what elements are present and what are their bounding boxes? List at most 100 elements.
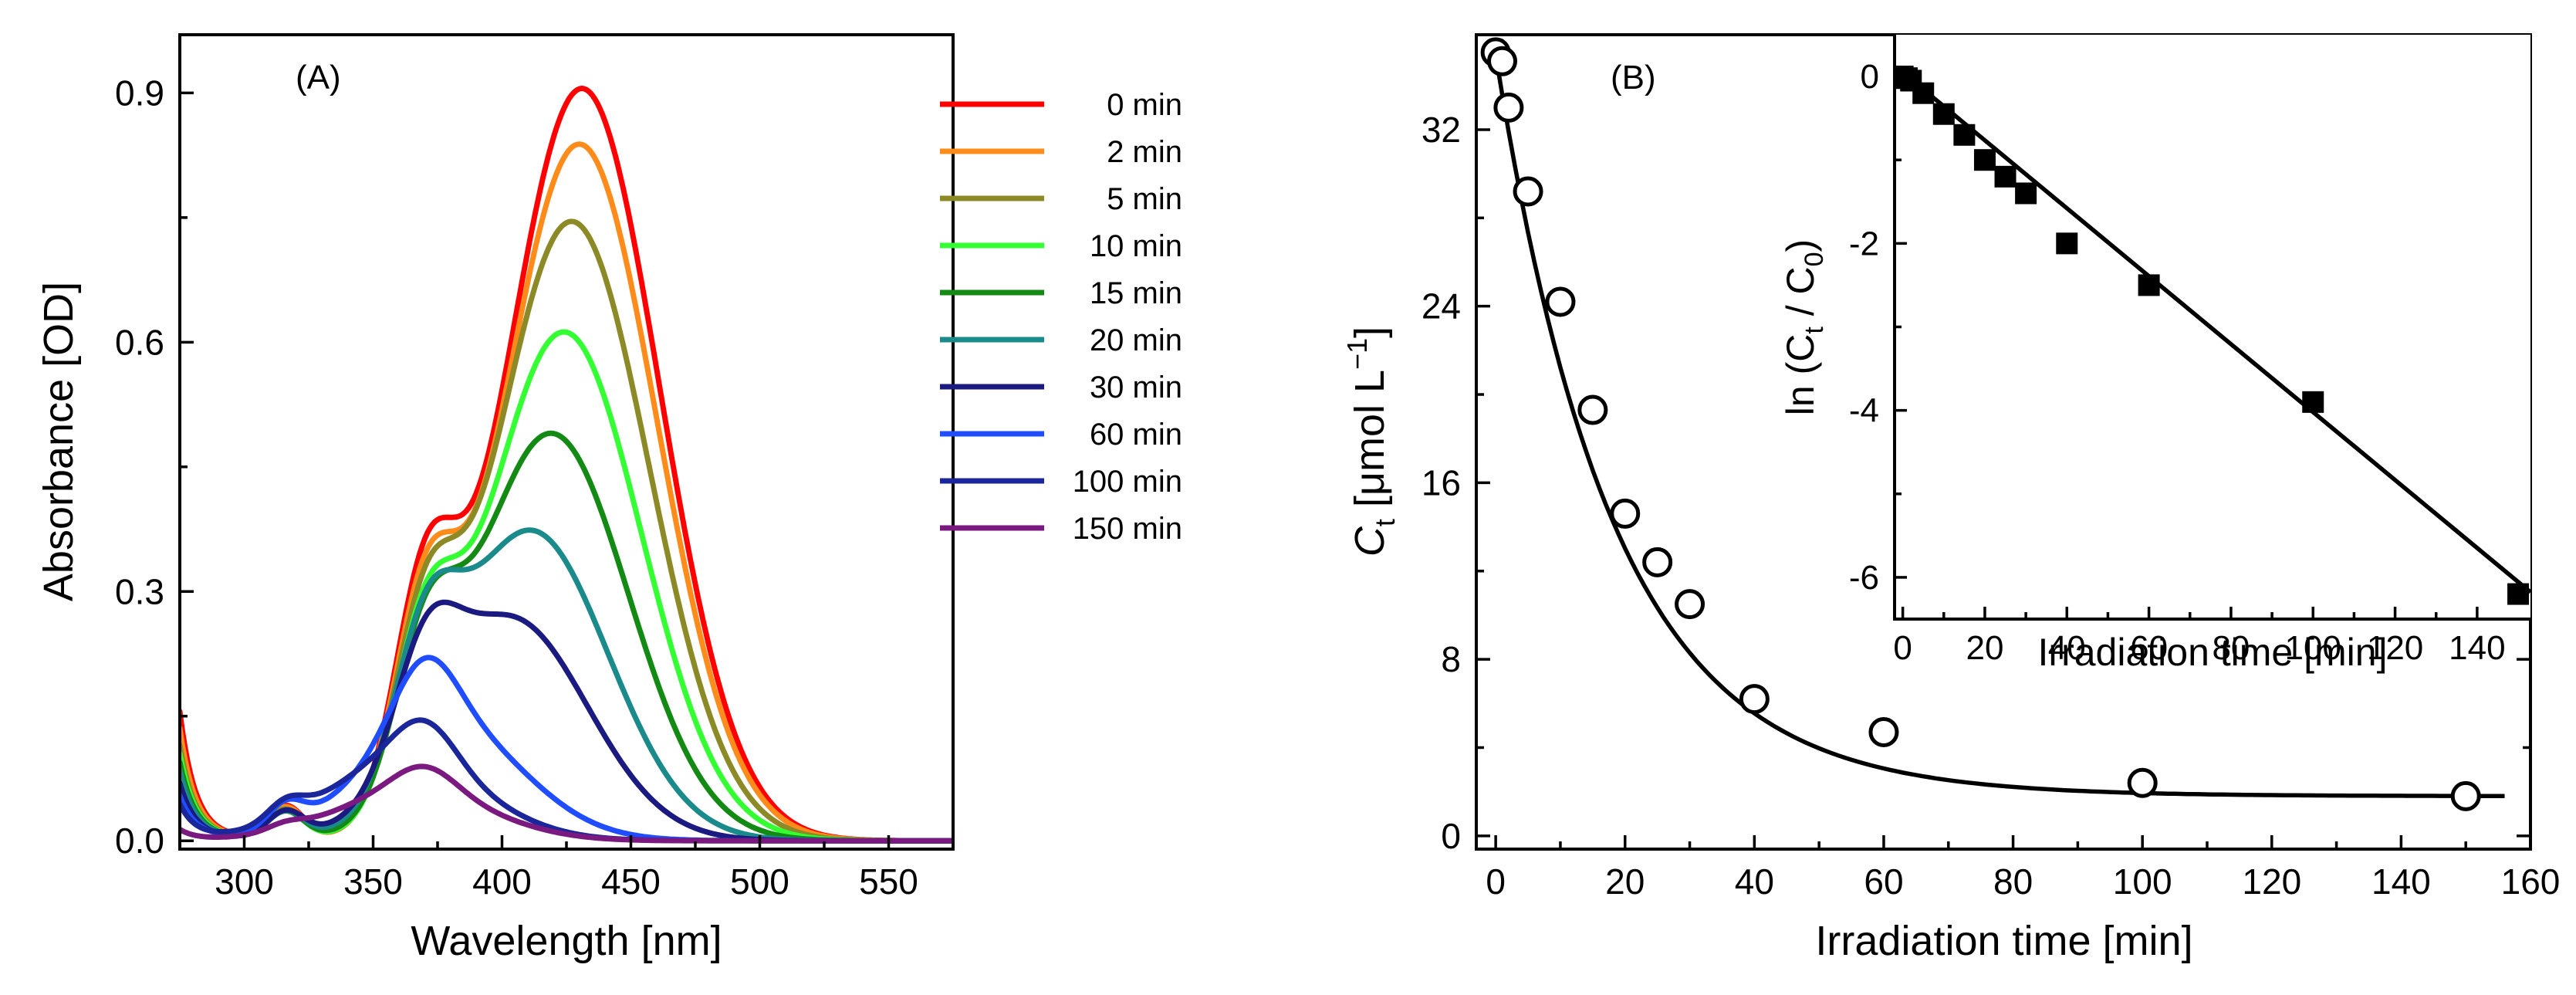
panel-b-kinetics-chart: 0 20 40 60 80 100 120 140 160 0 8 16 24 32 (B) Irrad… (1341, 33, 2561, 964)
ylabel-units: [μmol L (1347, 370, 1393, 519)
panel-a-legend: 0 min 2 min 5 min 10 min 15 min 20 min 30 min 6… (940, 88, 1182, 546)
inset-ylabel-mid: / C (1779, 266, 1822, 327)
panel-a-label: (A) (296, 59, 341, 96)
inset-y-tick-label: -4 (1849, 392, 1879, 430)
y-tick-label: 16 (1422, 462, 1461, 503)
concentration-point (2450, 780, 2481, 811)
log-point (1994, 165, 2017, 188)
inset-log-chart: 0 20 40 60 80 100 120 140 0 -2 -4 -6 Irradiation t… (1779, 35, 2530, 674)
inset-y-tick-label: -2 (1849, 225, 1879, 262)
x-tick-label: 350 (343, 861, 403, 902)
inset-y-axis-title: ln (Ct / C0) (1779, 239, 1829, 415)
inset-ylabel-end: ) (1779, 239, 1822, 252)
concentration-point (1610, 498, 1641, 529)
concentration-point (1642, 547, 1673, 577)
legend-label: 2 min (1107, 135, 1182, 169)
log-point (1973, 149, 1996, 171)
spectrum-line-150-min (180, 763, 953, 844)
x-tick-label: 500 (730, 861, 789, 902)
concentration-point (1675, 589, 1706, 620)
log-point (2056, 232, 2078, 255)
spectrum-line-2-min (180, 141, 953, 844)
x-tick-label: 100 (2113, 861, 2172, 902)
log-point (1912, 82, 1935, 104)
log-point (1953, 124, 1976, 146)
y-tick-label: 8 (1441, 639, 1461, 679)
panel-b-y-tick-labels: 0 8 16 24 32 (1422, 110, 1461, 856)
y-tick-label: 0.0 (115, 821, 164, 861)
inset-x-tick-label: 40 (2048, 629, 2086, 667)
y-tick-label: 0.9 (115, 73, 164, 113)
inset-ticks (1895, 75, 2479, 619)
concentration-point (2127, 767, 2158, 798)
x-tick-label: 450 (601, 861, 661, 902)
panel-a-y-tick-labels: 0.0 0.3 0.6 0.9 (115, 73, 164, 861)
legend-label: 30 min (1090, 371, 1182, 404)
inset-x-tick-label: 0 (1893, 629, 1912, 667)
x-tick-label: 160 (2501, 861, 2561, 902)
legend-label: 60 min (1090, 418, 1182, 452)
inset-x-tick-labels: 0 20 40 60 80 100 120 140 (1893, 629, 2505, 667)
y-tick-label: 24 (1422, 286, 1461, 327)
legend-label: 0 min (1107, 88, 1182, 122)
log-point (2507, 583, 2530, 605)
x-tick-label: 550 (859, 861, 918, 902)
x-tick-label: 20 (1605, 861, 1645, 902)
legend-label: 100 min (1073, 465, 1182, 499)
log-point (2138, 274, 2160, 296)
inset-x-tick-label: 120 (2367, 629, 2423, 667)
concentration-point (1487, 46, 1518, 76)
concentration-point (1545, 286, 1576, 317)
ylabel-sup: −1 (1341, 338, 1373, 370)
inset-ylabel-sub-t: t (1800, 327, 1829, 334)
spectrum-line-0-min (180, 86, 953, 844)
log-point (2015, 182, 2037, 205)
inset-y-tick-labels: 0 -2 -4 -6 (1849, 58, 1879, 597)
log-point (1932, 103, 1955, 125)
inset-frame (1893, 35, 2530, 621)
y-tick-label: 0 (1441, 816, 1461, 856)
concentration-point (1513, 176, 1543, 207)
panel-a-x-tick-labels: 300 350 400 450 500 550 (215, 861, 918, 902)
inset-x-tick-label: 100 (2285, 629, 2341, 667)
y-tick-label: 32 (1422, 110, 1461, 150)
x-tick-label: 40 (1735, 861, 1774, 902)
ylabel-c: C (1347, 526, 1393, 557)
x-tick-label: 0 (1486, 861, 1506, 902)
exponential-fit-curve (1493, 54, 2505, 798)
y-tick-label: 0.6 (115, 322, 164, 362)
inset-y-tick-label: 0 (1861, 58, 1879, 96)
concentration-point (1493, 92, 1524, 123)
inset-x-axis-title: Irradiation time [min] (2038, 631, 2388, 674)
inset-x-tick-label: 140 (2449, 629, 2505, 667)
panel-a-x-axis-title: Wavelength [nm] (411, 918, 722, 964)
concentration-point (1577, 394, 1608, 425)
concentration-point (1739, 684, 1770, 715)
panel-b-label: (B) (1611, 59, 1656, 96)
x-tick-label: 300 (215, 861, 274, 902)
x-tick-label: 400 (472, 861, 532, 902)
x-tick-label: 60 (1864, 861, 1903, 902)
absorbance-curves (180, 86, 953, 844)
legend-label: 15 min (1090, 276, 1182, 310)
legend-label: 5 min (1107, 182, 1182, 216)
legend-label: 20 min (1090, 323, 1182, 357)
spectrum-line-5-min (180, 218, 953, 844)
linear-fit-line (1901, 70, 2530, 594)
y-tick-label: 0.3 (115, 571, 164, 611)
inset-x-tick-label: 60 (2130, 629, 2168, 667)
x-tick-label: 140 (2371, 861, 2431, 902)
concentration-point (1868, 716, 1899, 747)
panel-b-x-axis-title: Irradiation time [min] (1815, 918, 2192, 964)
x-tick-label: 80 (1993, 861, 2033, 902)
ylabel-sub-t: t (1369, 519, 1401, 526)
spectrum-line-10-min (180, 329, 953, 844)
inset-ylabel-pre: ln (C (1779, 334, 1822, 416)
panel-a-y-axis-title: Absorbance [OD] (35, 282, 82, 601)
spectrum-line-15-min (180, 430, 953, 844)
inset-y-tick-label: -6 (1849, 559, 1879, 597)
legend-label: 150 min (1073, 512, 1182, 546)
legend-label: 10 min (1090, 229, 1182, 263)
panel-b-y-axis-title: Ct [μmol L−1] (1341, 327, 1401, 557)
